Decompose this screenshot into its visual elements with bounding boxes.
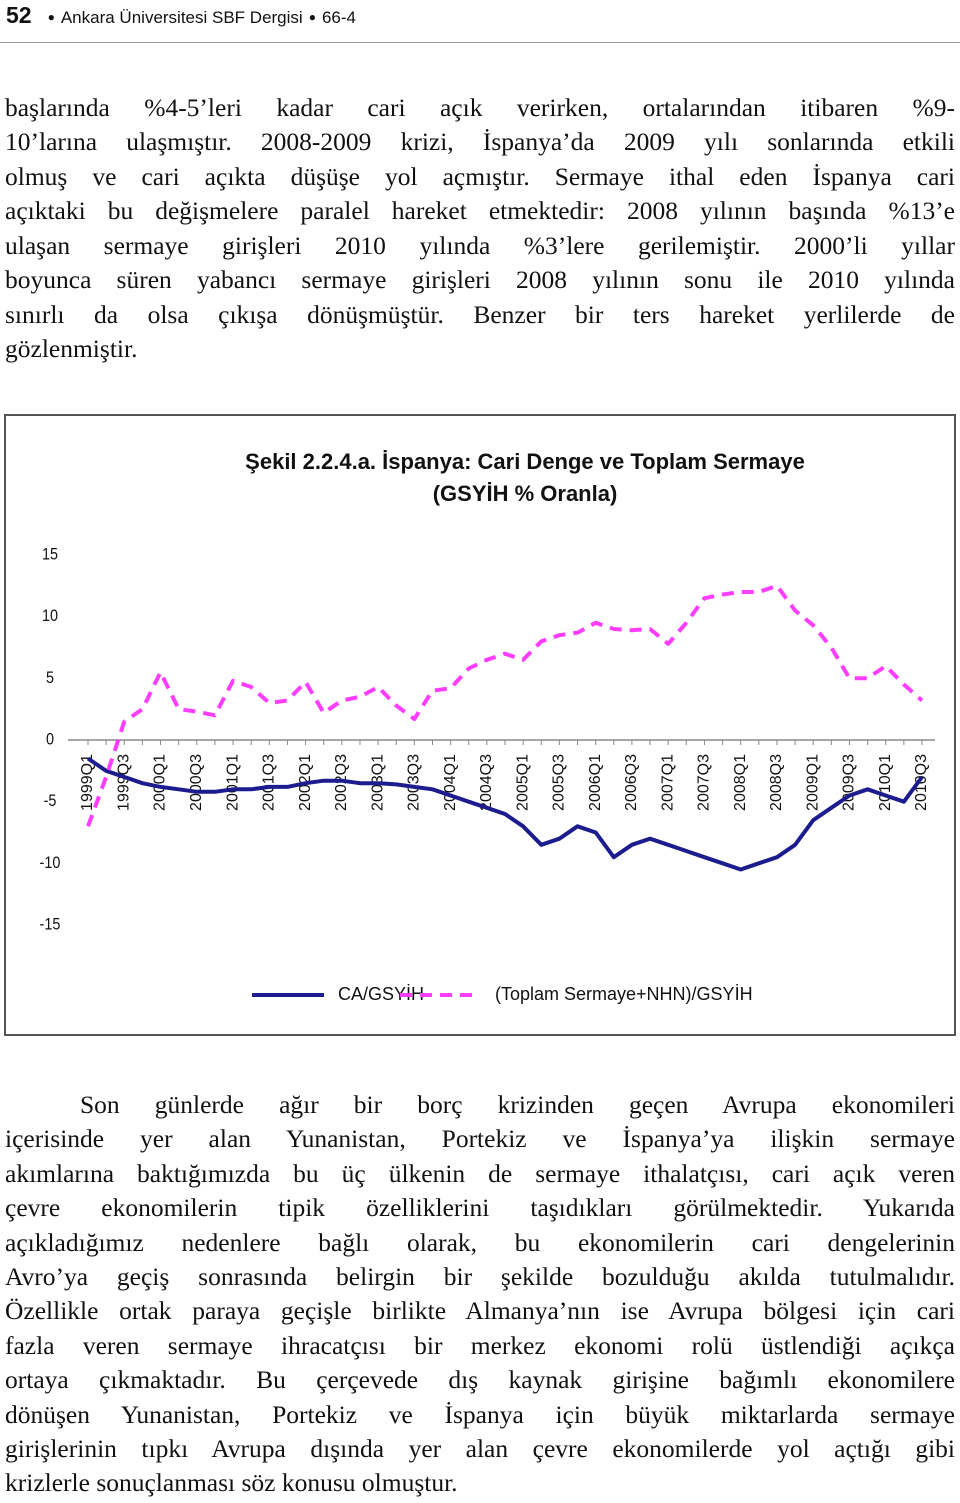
text-line: açıkladığımız nedenlere bağlı olarak, bu… bbox=[5, 1227, 955, 1257]
x-tick-label: 2001Q1 bbox=[224, 754, 241, 811]
x-tick-label: 1999Q1 bbox=[79, 754, 96, 811]
text-line: girişlerinin tıpkı Avrupa dışında yer al… bbox=[5, 1434, 955, 1463]
chart-frame bbox=[4, 414, 956, 1036]
x-tick-label: 2007Q3 bbox=[696, 754, 713, 811]
text-line: çevre ekonomilerin tipik özelliklerini t… bbox=[5, 1193, 955, 1223]
text-line: boyunca süren yabancı sermaye girişleri … bbox=[5, 265, 955, 295]
x-tick-label: 2006Q3 bbox=[623, 754, 640, 811]
text-line: dönüşen Yunanistan, Portekiz ve İspanya … bbox=[5, 1399, 955, 1429]
text-line: krizlerle sonuçlanması söz konusu olmuşt… bbox=[5, 1468, 458, 1498]
y-tick-label: 5 bbox=[46, 669, 54, 687]
text-line: akımlarına baktığımızda bu üç ülkenin de… bbox=[5, 1158, 955, 1188]
x-tick-label: 2005Q1 bbox=[514, 754, 531, 811]
x-tick-label: 2000Q1 bbox=[152, 754, 169, 811]
x-tick-label: 2009Q3 bbox=[841, 754, 858, 811]
chart-subtitle: (GSYİH % Oranla) bbox=[433, 481, 618, 506]
x-tick-label: 2001Q3 bbox=[261, 754, 278, 811]
issue: 66-4 bbox=[321, 8, 356, 27]
chart-title: Şekil 2.2.4.a. İspanya: Cari Denge ve To… bbox=[245, 449, 805, 474]
journal-name: Ankara Üniversitesi SBF Dergisi bbox=[60, 8, 303, 27]
text-line: açıktaki bu değişmelere paralel hareket … bbox=[5, 196, 955, 226]
series-line bbox=[86, 756, 924, 872]
x-tick-label: 2003Q3 bbox=[406, 754, 423, 811]
series-line bbox=[86, 583, 924, 827]
text-line: ulaşan sermaye girişleri 2010 yılında %3… bbox=[5, 230, 955, 260]
x-tick-label: 2009Q1 bbox=[804, 754, 821, 811]
legend-label: (Toplam Sermaye+NHN)/GSYİH bbox=[495, 984, 753, 1004]
y-tick-label: 15 bbox=[42, 545, 58, 563]
y-tick-label: 10 bbox=[42, 607, 58, 625]
text-line: fazla veren sermaye ihracatçısı bir merk… bbox=[5, 1330, 955, 1360]
y-tick-label: -10 bbox=[40, 854, 61, 872]
text-line: Son günlerde ağır bir borç krizinden geç… bbox=[80, 1090, 955, 1119]
x-tick-label: 1999Q3 bbox=[115, 754, 132, 811]
x-tick-label: 2004Q1 bbox=[442, 754, 459, 811]
text-line: gözlenmiştir. bbox=[5, 334, 138, 364]
x-tick-label: 2007Q1 bbox=[659, 754, 676, 811]
text-line: ortaya çıkmaktadır. Bu çerçevede dış kay… bbox=[5, 1365, 955, 1395]
y-tick-label: 0 bbox=[46, 730, 54, 748]
x-tick-label: 2010Q3 bbox=[913, 754, 930, 811]
page-number: 52 bbox=[6, 2, 32, 28]
x-tick-label: 2000Q3 bbox=[188, 754, 205, 811]
legend-label: CA/GSYİH bbox=[338, 984, 424, 1004]
text-line: sınırlı da olsa çıkışa dönüşmüştür. Benz… bbox=[5, 299, 955, 329]
text-line: olmuş ve cari açıkta düşüşe yol açmıştır… bbox=[5, 161, 955, 191]
y-tick-label: -15 bbox=[40, 915, 61, 933]
x-tick-label: 2004Q3 bbox=[478, 754, 495, 811]
text-line: Özellikle ortak paraya geçişle birlikte … bbox=[5, 1296, 955, 1326]
header-rule bbox=[0, 42, 960, 43]
y-tick-label: -5 bbox=[44, 792, 57, 810]
running-header: 52 ● Ankara Üniversitesi SBF Dergisi ● 66-4 bbox=[6, 2, 356, 28]
x-tick-label: 2006Q1 bbox=[587, 754, 604, 811]
text-line: 10’larına ulaşmıştır. 2008-2009 krizi, İ… bbox=[5, 127, 955, 157]
text-line: Avro’ya geçiş sonrasında belirgin bir şe… bbox=[5, 1262, 955, 1291]
x-tick-label: 2005Q3 bbox=[551, 754, 568, 811]
text-line: başlarında %4-5’leri kadar cari açık ver… bbox=[5, 93, 955, 122]
text-line: içerisinde yer alan Yunanistan, Portekiz… bbox=[5, 1124, 955, 1154]
x-tick-label: 2010Q1 bbox=[877, 754, 894, 811]
x-tick-label: 2008Q3 bbox=[768, 754, 785, 811]
x-tick-label: 2008Q1 bbox=[732, 754, 749, 811]
